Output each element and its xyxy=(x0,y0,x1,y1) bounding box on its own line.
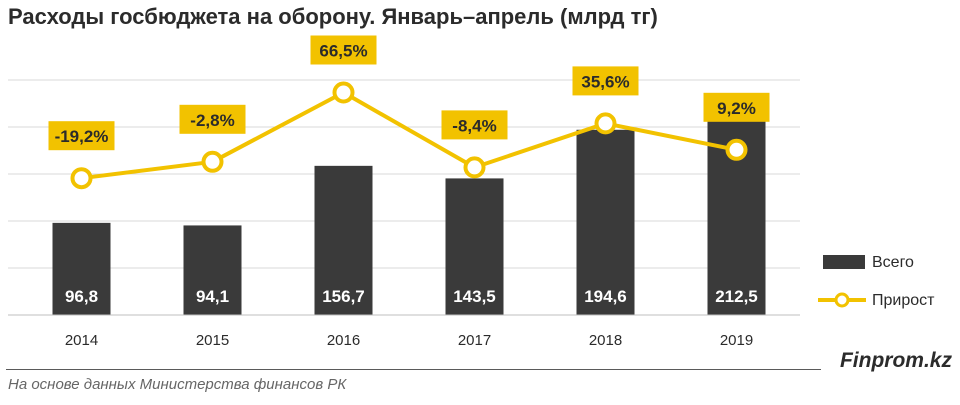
bar-label-2018: 194,6 xyxy=(584,287,627,306)
bar-label-2015: 94,1 xyxy=(196,287,229,306)
growth-point-2017 xyxy=(463,156,486,179)
legend-line-label: Прирост xyxy=(872,292,935,309)
bar-2014 xyxy=(52,222,111,315)
growth-label-box-2018 xyxy=(572,66,639,96)
growth-label-box-2019 xyxy=(703,92,770,122)
source-note: На основе данных Министерства финансов Р… xyxy=(8,376,347,393)
growth-label-2018: 35,6% xyxy=(581,72,629,91)
x-tick-2017: 2017 xyxy=(458,332,491,349)
x-tick-2014: 2014 xyxy=(65,332,98,349)
bar-2015 xyxy=(183,225,242,315)
brand-logo: Finprom.kz xyxy=(839,349,952,372)
growth-point-2015 xyxy=(201,150,224,173)
growth-label-2017: -8,4% xyxy=(452,116,496,135)
brand-underline xyxy=(6,369,821,370)
bars xyxy=(52,112,766,316)
growth-point-2016 xyxy=(332,81,355,104)
x-tick-2019: 2019 xyxy=(720,332,753,349)
bar-2017 xyxy=(445,178,504,315)
x-axis: 2014 2015 2016 2017 2018 2019 xyxy=(8,314,800,349)
bar-value-labels: 96,8 94,1 156,7 143,5 194,6 212,5 xyxy=(65,287,758,306)
chart-title: Расходы госбюджета на оборону. Январь–ап… xyxy=(8,4,658,29)
bar-label-2019: 212,5 xyxy=(715,287,758,306)
growth-label-2015: -2,8% xyxy=(190,111,234,130)
bar-2018 xyxy=(576,129,635,315)
bar-label-2016: 156,7 xyxy=(322,287,365,306)
legend-bar-label: Всего xyxy=(872,254,914,271)
growth-point-2019 xyxy=(725,138,748,161)
growth-labels: -19,2% -2,8% 66,5% -8,4% 35,6% 9,2% xyxy=(48,35,770,151)
gridlines xyxy=(8,79,800,316)
x-tick-2018: 2018 xyxy=(589,332,622,349)
growth-label-box-2015 xyxy=(179,104,246,134)
growth-label-box-2017 xyxy=(441,110,508,140)
bar-label-2014: 96,8 xyxy=(65,287,98,306)
bar-2016 xyxy=(314,165,373,315)
legend-line-marker xyxy=(834,292,850,308)
growth-point-2018 xyxy=(594,112,617,135)
legend: Всего Прирост xyxy=(818,254,935,309)
legend-bar-swatch xyxy=(823,255,865,269)
x-tick-2015: 2015 xyxy=(196,332,229,349)
growth-label-2014: -19,2% xyxy=(55,127,109,146)
growth-label-2019: 9,2% xyxy=(717,99,756,118)
growth-point-2014 xyxy=(70,167,93,190)
bar-label-2017: 143,5 xyxy=(453,287,496,306)
growth-polyline xyxy=(81,90,737,181)
growth-label-2016: 66,5% xyxy=(319,42,367,61)
x-tick-2016: 2016 xyxy=(327,332,360,349)
growth-label-box-2014 xyxy=(48,121,115,151)
growth-label-box-2016 xyxy=(310,35,377,65)
growth-line xyxy=(70,81,748,190)
